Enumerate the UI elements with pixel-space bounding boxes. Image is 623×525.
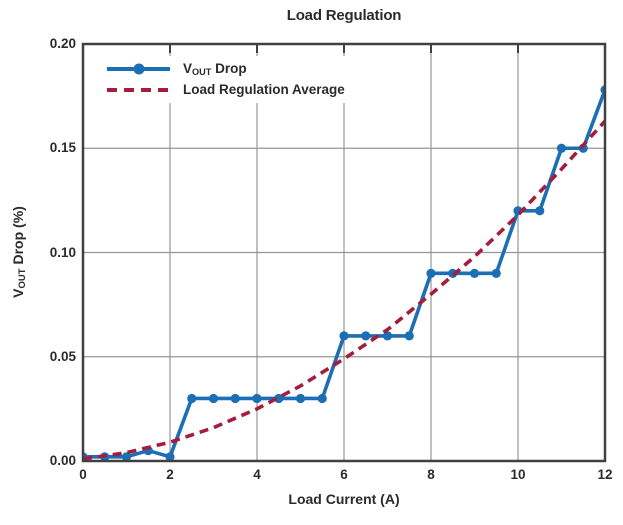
legend-circle-marker-icon — [133, 63, 144, 74]
data-point-marker — [165, 452, 175, 461]
data-point-marker — [382, 331, 393, 341]
data-point-marker — [535, 206, 545, 216]
data-point-marker — [274, 393, 284, 404]
x-axis-label: Load Current (A) — [288, 491, 400, 507]
y-tick-label: 0.05 — [49, 348, 76, 364]
legend-solid-line-marker-swatch — [107, 63, 170, 74]
data-point-marker — [208, 393, 219, 404]
x-tick-label: 10 — [510, 467, 526, 482]
chart-title: Load Regulation — [286, 7, 402, 24]
legend-item-load-regulation-average: Load Regulation Average — [107, 79, 345, 100]
data-point-marker — [317, 393, 327, 404]
plot-border — [81, 42, 607, 463]
y-tick-label: 0.00 — [49, 453, 76, 468]
x-tick-label: 4 — [253, 467, 261, 482]
data-point-marker — [556, 143, 567, 153]
x-tick-label: 6 — [340, 467, 348, 482]
data-point-marker — [252, 393, 262, 404]
y-tick-label: 0.10 — [49, 244, 76, 260]
x-tick-label: 12 — [597, 467, 613, 482]
data-point-marker — [230, 393, 240, 404]
data-point-marker — [426, 268, 436, 278]
y-tick-label: 0.20 — [49, 36, 76, 51]
data-point-marker — [404, 331, 414, 341]
legend-label-load-regulation-average: Load Regulation Average — [183, 82, 345, 97]
data-point-marker — [121, 452, 132, 461]
legend: VOUT Drop Load Regulation Average — [102, 56, 357, 103]
y-tick-label: 0.15 — [49, 140, 76, 156]
data-point-marker — [361, 331, 371, 341]
legend-item-vout-drop: VOUT Drop — [107, 58, 345, 79]
x-tick-label: 0 — [79, 467, 87, 482]
data-point-marker — [295, 393, 306, 404]
legend-dashed-line-swatch — [107, 87, 170, 92]
x-tick-label: 2 — [166, 467, 174, 482]
data-point-marker — [469, 268, 480, 278]
data-point-marker — [491, 268, 501, 278]
legend-label-vout-drop: VOUT Drop — [183, 60, 247, 77]
data-point-marker — [339, 331, 349, 341]
data-point-marker — [187, 393, 197, 404]
x-tick-label: 8 — [427, 467, 435, 482]
